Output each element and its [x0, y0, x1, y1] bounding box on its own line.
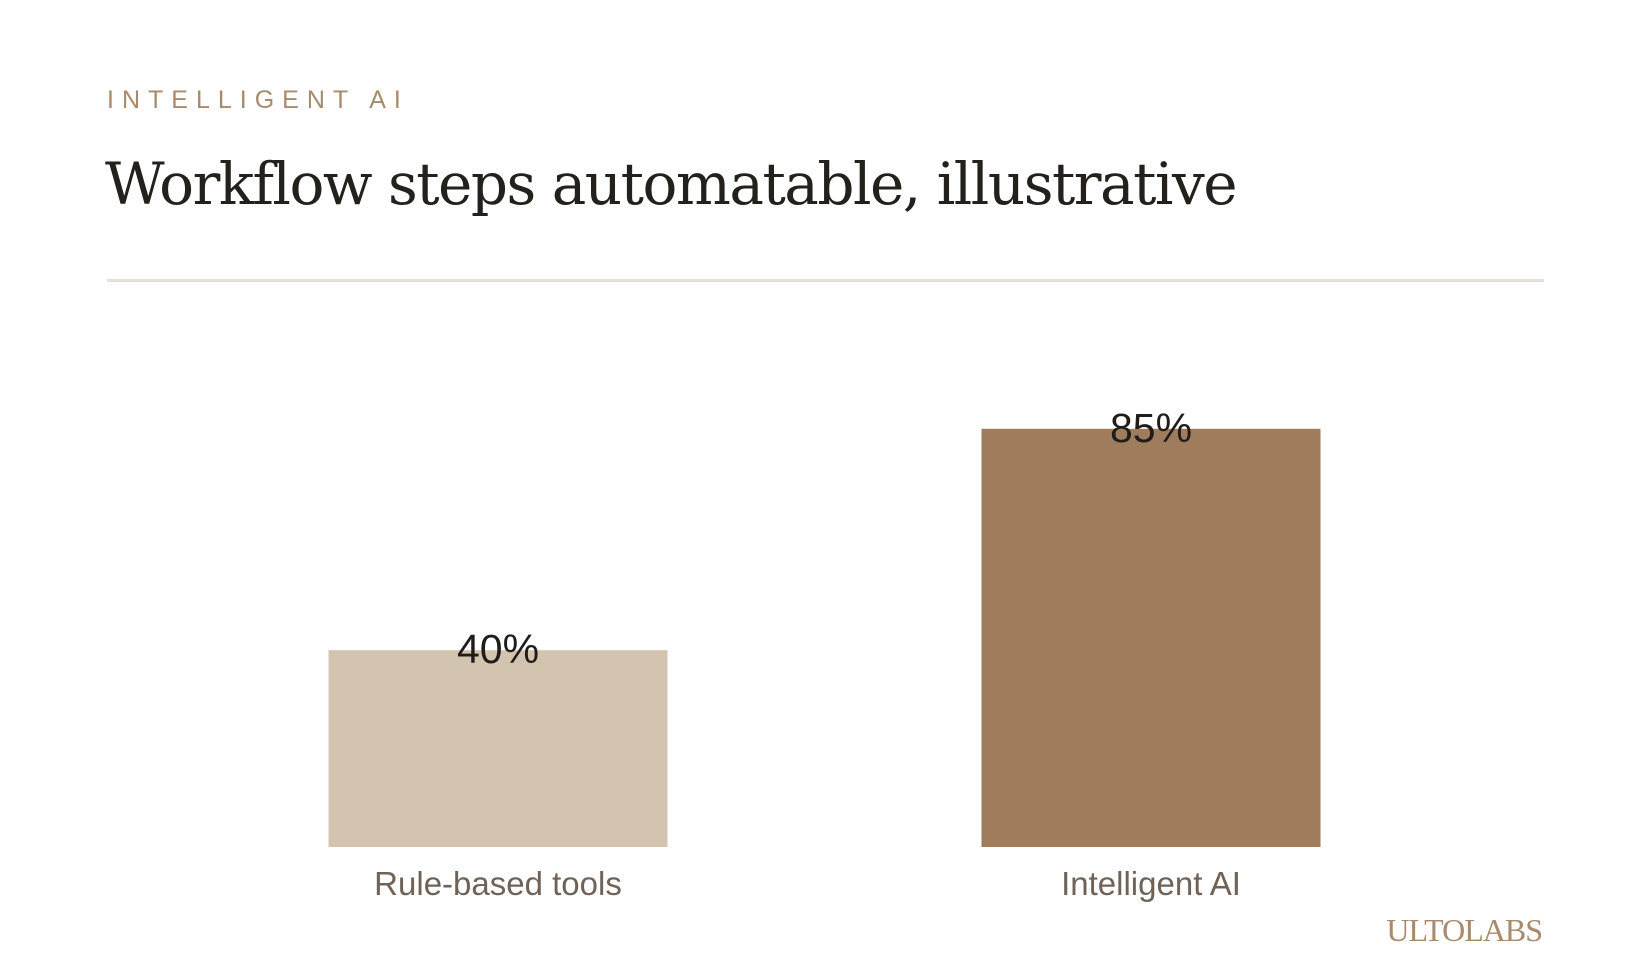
bar-1	[328, 650, 668, 847]
eyebrow-label: INTELLIGENT AI	[107, 86, 409, 114]
bar-2	[981, 428, 1321, 847]
brand-logo: ULTOLABS	[1386, 912, 1543, 948]
data-label-2: 85%	[1110, 405, 1192, 451]
title-divider	[107, 279, 1544, 282]
category-label-2: Intelligent AI	[1061, 865, 1241, 902]
category-label-1: Rule-based tools	[374, 865, 622, 902]
data-label-1: 40%	[457, 626, 539, 672]
chart-title: Workflow steps automatable, illustrative	[105, 150, 1238, 218]
